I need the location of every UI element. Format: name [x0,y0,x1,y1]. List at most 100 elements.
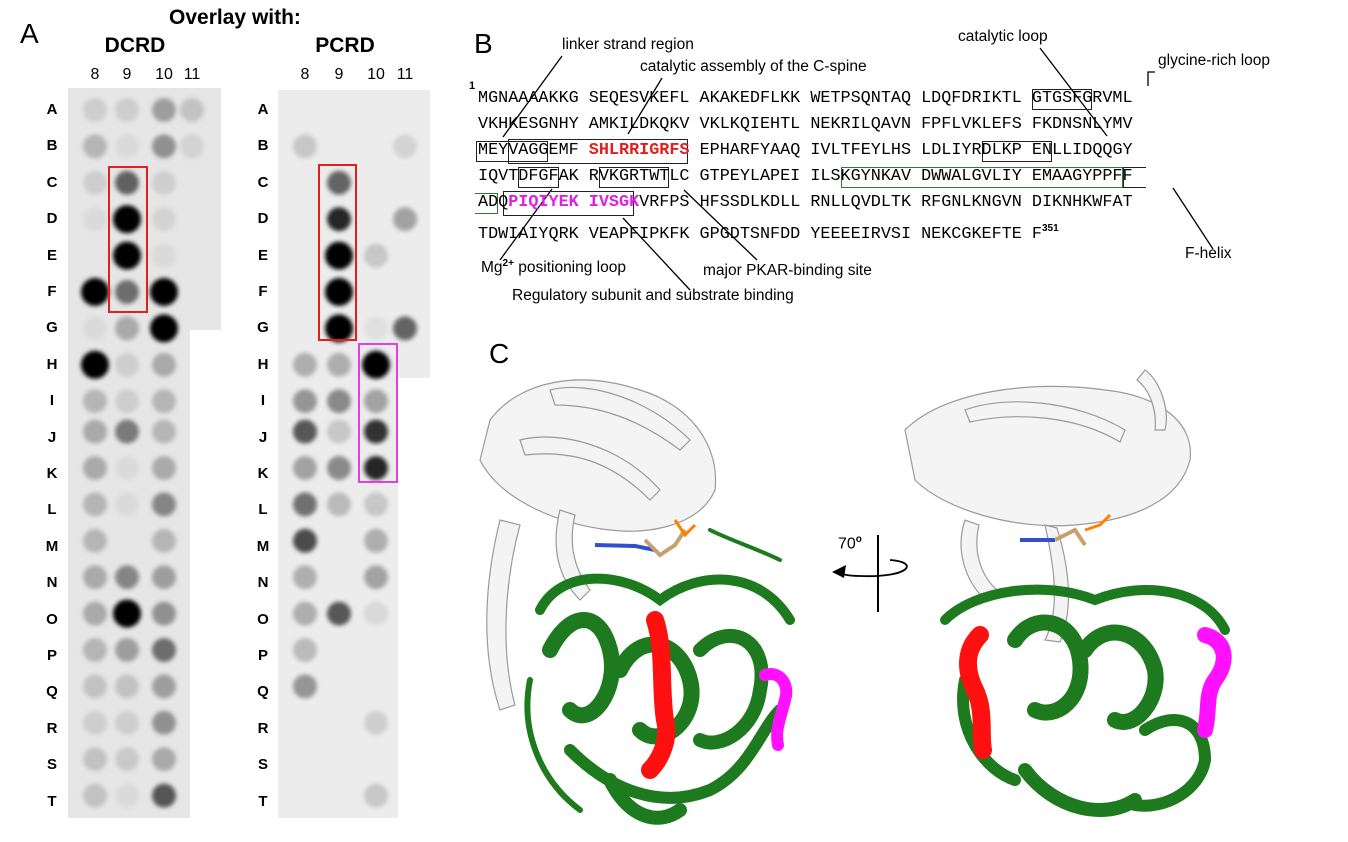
protein-structure-rotated-view [904,369,1232,817]
peptide-spot [115,565,139,590]
row-label: O [46,610,58,628]
peptide-spot [83,207,107,232]
sequence-text: EPHARFYAAQ IVLTFEYLHS LDLIYRDLKP ENLLIDQ… [689,141,1133,160]
red-helix [959,626,992,759]
sequence-line-1: MGNAAAAKKG SEQESVKEFL AKAKEDFLKK WETPSQN… [478,86,1133,112]
peptide-spot [115,98,139,122]
pcrd-membrane [278,90,430,818]
row-label: O [257,610,269,628]
peptide-spot [83,134,107,159]
row-label: B [46,137,58,155]
peptide-spot [115,710,139,735]
peptide-spot [393,207,417,232]
row-label: R [46,719,58,737]
peptide-spot [83,389,107,414]
peptide-spot [152,528,176,553]
peptide-array-membranes [68,88,430,818]
peptide-spot [293,389,317,414]
row-label: H [46,355,58,373]
row-label: E [46,246,57,264]
row-label: D [257,210,269,228]
row-label: T [47,792,57,810]
row-label: C [257,173,269,191]
peptide-spot [83,492,107,517]
rotation-angle: 70 [838,535,856,553]
row-label: L [258,501,268,519]
row-label: K [257,465,269,482]
annotation-glycine-rich-loop: glycine-rich loop [1158,52,1270,69]
row-label: N [257,574,269,592]
peptide-spot [115,352,139,377]
row-label: G [257,319,269,337]
peptide-spot [83,674,107,699]
peptide-spot [152,98,176,122]
annotation-linker-strand: linker strand region [562,36,694,53]
peptide-spot [393,134,417,159]
protein-structure-front-view [479,379,795,825]
peptide-spot [293,456,317,480]
peptide-spot [293,352,317,377]
column-label: 9 [122,66,132,83]
peptide-spot [180,134,204,159]
column-label: 8 [300,66,310,83]
peptide-spot [115,783,139,808]
annotation-catalytic-loop: catalytic loop [958,28,1048,45]
sequence-line-2: VKHKESGNHY AMKILDKQKV VKLKQIEHTL NEKRILQ… [478,112,1133,138]
peptide-spot [113,205,141,234]
sequence-text: MEYVAGGEMF [478,141,589,160]
peptide-spot [180,98,204,122]
peptide-spot [325,241,353,270]
peptide-spot [152,243,176,268]
row-label: R [257,719,269,737]
row-label: P [257,647,268,664]
peptide-spot [364,316,388,341]
peptide-spot [113,599,141,628]
peptide-spot [83,528,107,553]
peptide-spot [115,316,139,341]
peptide-spot [150,278,178,306]
column-label: 10 [155,66,173,83]
peptide-spot [83,710,107,735]
row-label: D [46,210,58,228]
peptide-spot [364,492,388,517]
peptide-spot [83,98,107,122]
row-label: C [46,173,58,191]
sequence-text: MGNAAAAKKG SEQESVKEFL AKAKEDFLKK WETPSQN… [478,89,1133,108]
peptide-spot [364,456,388,480]
sequence-text: VRFPS HFSSDLKDLL RNLLQVDLTK RFGNLKNGVN D… [639,193,1133,212]
peptide-spot [362,350,390,379]
peptide-spot [83,747,107,772]
overlay-title: Overlay with: [169,6,301,29]
sequence-text: VKHKESGNHY AMKILDKQKV VKLKQIEHTL NEKRILQ… [478,115,1133,134]
magenta-helix [759,668,793,751]
row-label: M [256,537,270,555]
mg-text: Mg [481,259,503,277]
peptide-spot [364,601,388,626]
peptide-spot [81,278,109,306]
annotation-regulatory-binding: Regulatory subunit and substrate binding [512,287,794,304]
rotation-arrow-icon [832,535,908,612]
peptide-spot [152,492,176,517]
row-label: Q [46,683,58,701]
row-label: L [47,501,57,519]
peptide-spot [81,350,109,379]
row-label: F [258,283,268,300]
sequence-text: ADQ [478,193,509,212]
sequence-line-3: MEYVAGGEMF SHLRRIGRFS EPHARFYAAQ IVLTFEY… [476,138,1133,164]
peptide-spot [113,241,141,270]
peptide-spot [293,565,317,590]
protein-structures [479,369,1232,825]
peptide-spot [115,456,139,480]
sequence-text: TDWIAIYQRK VEAPFIPKFK GPGDTSNFDD YEEEEIR… [478,224,1042,244]
row-label: M [45,537,59,555]
peptide-spot [152,134,176,159]
regulatory-binding-segment: PIQIYEK IVSGK [508,193,640,212]
peptide-spot [327,207,351,232]
peptide-spot [393,316,417,341]
row-label: I [260,392,266,410]
ligand [1020,513,1112,547]
row-label: S [46,756,57,774]
peptide-spot [364,565,388,590]
peptide-spot [152,389,176,414]
dcrd-membrane [68,88,221,818]
